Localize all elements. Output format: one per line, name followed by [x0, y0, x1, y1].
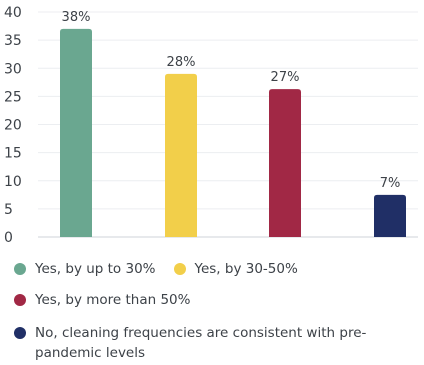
legend: Yes, by up to 30% Yes, by 30-50% — [14, 259, 316, 279]
y-tick-label: 35 — [4, 33, 22, 49]
legend-label: No, cleaning frequencies are consistent … — [35, 325, 367, 361]
legend-swatch — [14, 294, 26, 306]
bar-value-label: 27% — [271, 70, 300, 85]
legend-label: Yes, by up to 30% — [35, 261, 156, 277]
legend-row-3: No, cleaning frequencies are consistent … — [14, 323, 414, 363]
y-tick-label: 25 — [4, 89, 22, 105]
bar-value-label: 28% — [167, 55, 196, 70]
legend-label: Yes, by 30-50% — [194, 261, 298, 277]
legend-item-up-to-30: Yes, by up to 30% — [14, 259, 156, 279]
bar — [269, 89, 301, 237]
bar — [60, 28, 92, 237]
legend-label: Yes, by more than 50% — [35, 292, 191, 308]
y-tick-label: 15 — [4, 146, 22, 162]
legend-item-30-50: Yes, by 30-50% — [173, 259, 298, 279]
y-tick-label: 30 — [4, 61, 22, 77]
y-tick-label: 20 — [4, 118, 22, 134]
bar — [374, 194, 406, 237]
y-tick-label: 0 — [4, 230, 13, 246]
bar-chart: 0 5 10 15 20 25 30 35 40 38% 28% 27% 7% — [4, 5, 418, 246]
legend-item-more-than-50: Yes, by more than 50% — [14, 290, 190, 310]
y-tick-label: 40 — [4, 5, 22, 21]
legend-swatch — [14, 327, 26, 339]
legend-item-no-change: No, cleaning frequencies are consistent … — [14, 323, 396, 363]
bar — [165, 73, 197, 237]
y-tick-label: 10 — [4, 174, 22, 190]
legend-row-2: Yes, by more than 50% — [14, 290, 208, 310]
legend-swatch — [14, 263, 26, 275]
y-tick-label: 5 — [4, 202, 13, 218]
legend-swatch — [173, 263, 186, 275]
bar-value-label: 38% — [62, 10, 91, 25]
bar-value-label: 7% — [380, 176, 401, 191]
